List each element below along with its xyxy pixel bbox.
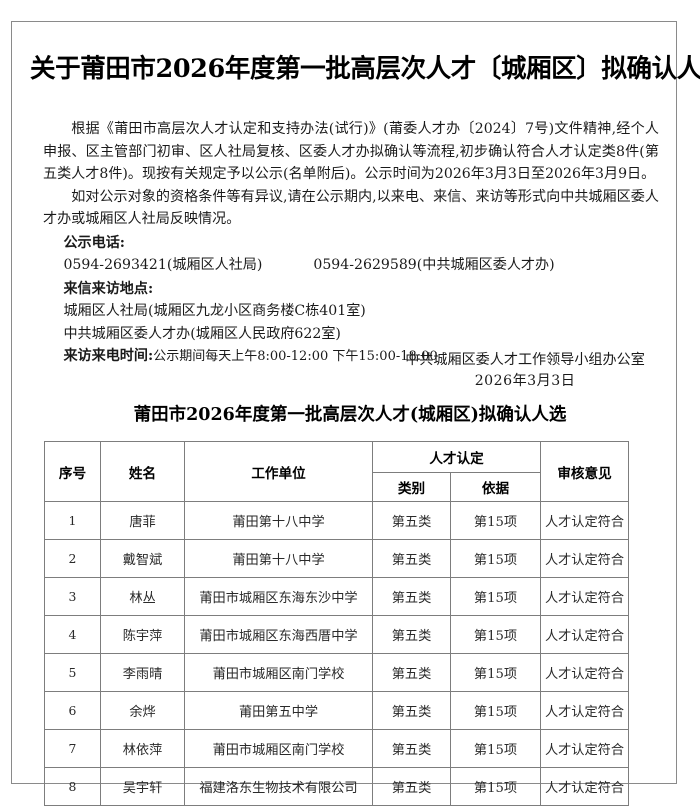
cell-category: 第五类 bbox=[372, 501, 451, 540]
cell-basis: 第15项 bbox=[450, 539, 541, 578]
column-header-name: 姓名 bbox=[100, 441, 185, 502]
announcement-body: 根据《莆田市高层次人才认定和支持办法(试行)》(莆委人才办〔2024〕7号)文件… bbox=[43, 118, 659, 369]
cell-basis: 第15项 bbox=[450, 729, 541, 768]
cell-organization: 莆田市城厢区东海东沙中学 bbox=[184, 577, 373, 616]
cell-opinion: 人才认定符合 bbox=[540, 577, 629, 616]
table-header-row-1: 序号 姓名 工作单位 人才认定 审核意见 bbox=[44, 441, 629, 502]
column-header-group: 人才认定 bbox=[372, 441, 541, 473]
table-row: 7 林依萍 莆田市城厢区南门学校 第五类 第15项 人才认定符合 bbox=[44, 729, 629, 768]
cell-category: 第五类 bbox=[372, 615, 451, 654]
cell-index: 4 bbox=[44, 615, 101, 654]
cell-basis: 第15项 bbox=[450, 691, 541, 730]
cell-organization: 莆田市城厢区南门学校 bbox=[184, 729, 373, 768]
cell-index: 7 bbox=[44, 729, 101, 768]
table-row: 1 唐菲 莆田第十八中学 第五类 第15项 人才认定符合 bbox=[44, 501, 629, 540]
cell-basis: 第15项 bbox=[450, 577, 541, 616]
address-line-1: 城厢区人社局(城厢区九龙小区商务楼C栋401室) bbox=[63, 303, 366, 319]
office-hours-row: 来访来电时间:公示期间每天上午8:00-12:00 下午15:00-18:00 bbox=[43, 345, 659, 369]
cell-index: 2 bbox=[44, 539, 101, 578]
cell-organization: 莆田第五中学 bbox=[184, 691, 373, 730]
cell-opinion: 人才认定符合 bbox=[540, 691, 629, 730]
column-header-organization: 工作单位 bbox=[184, 441, 373, 502]
cell-organization: 莆田第十八中学 bbox=[184, 501, 373, 540]
cell-category: 第五类 bbox=[372, 729, 451, 768]
table-body: 1 唐菲 莆田第十八中学 第五类 第15项 人才认定符合 2 戴智斌 莆田第十八中学 第五类 第15… bbox=[44, 501, 629, 806]
phone-row: 0594-2693421(城厢区人社局) 0594-2629589(中共城厢区委… bbox=[43, 254, 659, 277]
cell-opinion: 人才认定符合 bbox=[540, 615, 629, 654]
signature-block: 中共城厢区委人才工作领导小组办公室 2026年3月3日 bbox=[380, 350, 670, 392]
cell-name: 林丛 bbox=[100, 577, 185, 616]
cell-name: 陈宇萍 bbox=[100, 615, 185, 654]
cell-opinion: 人才认定符合 bbox=[540, 501, 629, 540]
body-paragraph-1: 根据《莆田市高层次人才认定和支持办法(试行)》(莆委人才办〔2024〕7号)文件… bbox=[43, 121, 659, 182]
roster-table-container: 序号 姓名 工作单位 人才认定 审核意见 类别 依据 1 唐菲 莆田第十八中学 第五类… bbox=[44, 441, 629, 806]
column-header-category: 类别 bbox=[372, 472, 451, 502]
cell-index: 6 bbox=[44, 691, 101, 730]
column-header-basis: 依据 bbox=[450, 472, 541, 502]
cell-organization: 福建洛东生物技术有限公司 bbox=[184, 767, 373, 806]
cell-name: 林依萍 bbox=[100, 729, 185, 768]
cell-opinion: 人才认定符合 bbox=[540, 729, 629, 768]
body-paragraph-2: 如对公示对象的资格条件等有异议,请在公示期内,以来电、来信、来访等形式向中共城厢… bbox=[43, 188, 659, 228]
cell-name: 戴智斌 bbox=[100, 539, 185, 578]
roster-title: 莆田市2026年度第一批高层次人才(城厢区)拟确认人选 bbox=[133, 405, 567, 425]
cell-basis: 第15项 bbox=[450, 501, 541, 540]
address-line-2: 中共城厢区委人才办(城厢区人民政府622室) bbox=[63, 325, 341, 342]
table-row: 4 陈宇萍 莆田市城厢区东海西厝中学 第五类 第15项 人才认定符合 bbox=[44, 615, 629, 654]
cell-organization: 莆田市城厢区南门学校 bbox=[184, 653, 373, 692]
cell-organization: 莆田市城厢区东海西厝中学 bbox=[184, 615, 373, 654]
phone-number-1: 0594-2693421(城厢区人社局) bbox=[63, 257, 263, 273]
issue-date: 2026年3月3日 bbox=[474, 373, 576, 389]
cell-basis: 第15项 bbox=[450, 767, 541, 806]
cell-opinion: 人才认定符合 bbox=[540, 767, 629, 806]
page-title: 关于莆田市2026年度第一批高层次人才〔城厢区〕拟确认人选的公示 bbox=[30, 54, 700, 84]
cell-category: 第五类 bbox=[372, 653, 451, 692]
cell-opinion: 人才认定符合 bbox=[540, 653, 629, 692]
address-label: 来信来访地点: bbox=[63, 280, 154, 297]
roster-table: 序号 姓名 工作单位 人才认定 审核意见 类别 依据 1 唐菲 莆田第十八中学 第五类… bbox=[44, 441, 629, 806]
cell-opinion: 人才认定符合 bbox=[540, 539, 629, 578]
table-row: 2 戴智斌 莆田第十八中学 第五类 第15项 人才认定符合 bbox=[44, 539, 629, 578]
office-hours-value: 公示期间每天上午8:00-12:00 下午15:00-18:00 bbox=[153, 349, 438, 364]
cell-basis: 第15项 bbox=[450, 653, 541, 692]
issuing-office: 中共城厢区委人才工作领导小组办公室 bbox=[405, 352, 645, 368]
cell-index: 5 bbox=[44, 653, 101, 692]
office-hours-label: 来访来电时间: bbox=[63, 348, 154, 364]
cell-index: 3 bbox=[44, 577, 101, 616]
column-header-index: 序号 bbox=[44, 441, 101, 502]
cell-organization: 莆田第十八中学 bbox=[184, 539, 373, 578]
table-row: 5 李雨晴 莆田市城厢区南门学校 第五类 第15项 人才认定符合 bbox=[44, 653, 629, 692]
cell-name: 余烨 bbox=[100, 691, 185, 730]
cell-category: 第五类 bbox=[372, 577, 451, 616]
cell-basis: 第15项 bbox=[450, 615, 541, 654]
cell-name: 吴宇轩 bbox=[100, 767, 185, 806]
phone-number-2: 0594-2629589(中共城厢区委人才办) bbox=[313, 257, 555, 273]
table-header: 序号 姓名 工作单位 人才认定 审核意见 类别 依据 bbox=[44, 441, 629, 502]
table-row: 6 余烨 莆田第五中学 第五类 第15项 人才认定符合 bbox=[44, 691, 629, 730]
column-header-opinion: 审核意见 bbox=[540, 441, 629, 502]
phone-label: 公示电话: bbox=[63, 234, 126, 251]
cell-category: 第五类 bbox=[372, 539, 451, 578]
table-row: 3 林丛 莆田市城厢区东海东沙中学 第五类 第15项 人才认定符合 bbox=[44, 577, 629, 616]
cell-category: 第五类 bbox=[372, 767, 451, 806]
table-row: 8 吴宇轩 福建洛东生物技术有限公司 第五类 第15项 人才认定符合 bbox=[44, 767, 629, 806]
cell-name: 李雨晴 bbox=[100, 653, 185, 692]
cell-name: 唐菲 bbox=[100, 501, 185, 540]
cell-index: 1 bbox=[44, 501, 101, 540]
cell-category: 第五类 bbox=[372, 691, 451, 730]
cell-index: 8 bbox=[44, 767, 101, 806]
